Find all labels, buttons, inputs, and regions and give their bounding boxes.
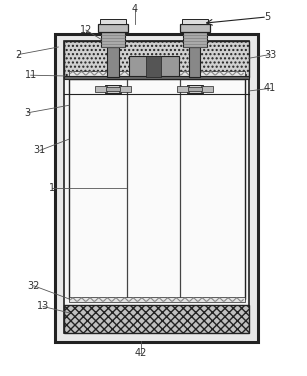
Bar — [69, 297, 245, 302]
Bar — [64, 41, 249, 77]
Text: 31: 31 — [34, 146, 46, 155]
Bar — [106, 87, 120, 91]
Text: 3: 3 — [25, 108, 31, 118]
Bar — [55, 34, 258, 342]
Bar — [104, 85, 122, 93]
Text: 2: 2 — [15, 50, 21, 59]
Bar — [189, 47, 200, 77]
Bar — [64, 41, 249, 333]
Bar — [182, 19, 208, 24]
Bar — [101, 32, 125, 47]
Bar — [180, 24, 210, 32]
Text: 42: 42 — [135, 348, 147, 358]
Text: 32: 32 — [28, 281, 40, 291]
Bar — [187, 85, 204, 93]
Bar — [98, 24, 128, 32]
Bar — [188, 87, 202, 91]
Bar — [201, 86, 213, 92]
Bar — [64, 305, 249, 333]
Bar — [119, 86, 131, 92]
Text: 1: 1 — [49, 183, 55, 193]
Text: 11: 11 — [25, 70, 37, 80]
Bar — [146, 56, 161, 77]
Bar — [69, 79, 245, 299]
Bar — [95, 86, 107, 92]
Bar — [129, 56, 179, 77]
Text: 4: 4 — [132, 5, 138, 14]
Bar — [100, 19, 126, 24]
Bar — [107, 47, 119, 77]
Bar — [183, 32, 207, 47]
Text: 13: 13 — [37, 302, 49, 311]
Text: 12: 12 — [80, 25, 92, 35]
Text: 33: 33 — [264, 50, 276, 59]
Bar — [64, 76, 249, 79]
Text: 5: 5 — [264, 12, 270, 22]
Text: 41: 41 — [264, 83, 276, 93]
Bar — [177, 86, 189, 92]
Bar — [69, 71, 245, 76]
